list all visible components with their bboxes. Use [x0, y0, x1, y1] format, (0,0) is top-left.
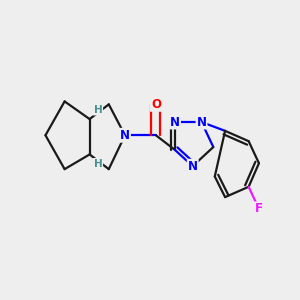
Text: N: N: [170, 116, 180, 128]
Text: H: H: [94, 105, 102, 115]
Text: N: N: [120, 129, 130, 142]
Text: H: H: [94, 159, 102, 169]
Text: N: N: [188, 160, 198, 173]
Text: N: N: [196, 116, 206, 128]
Text: O: O: [151, 98, 161, 111]
Text: F: F: [255, 202, 263, 215]
